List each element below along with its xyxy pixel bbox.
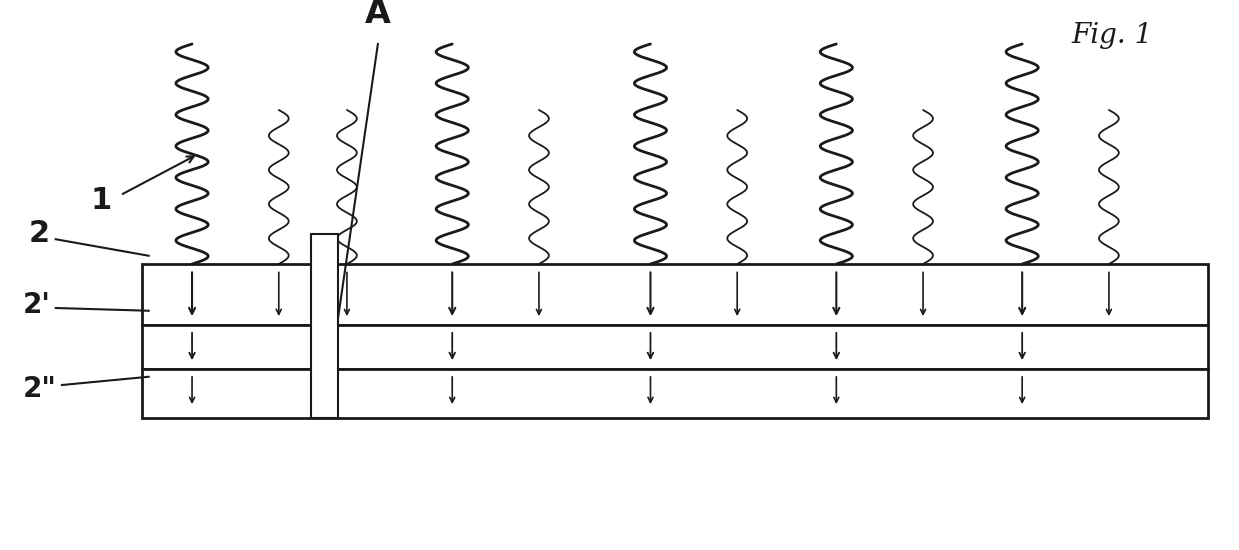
Text: A: A: [366, 0, 390, 30]
Bar: [142, 264, 1208, 324]
Text: 2: 2: [28, 219, 51, 248]
Bar: [311, 234, 338, 418]
Bar: [142, 324, 1208, 369]
Bar: [142, 368, 1208, 418]
Text: 2': 2': [24, 292, 51, 319]
Text: 1: 1: [90, 186, 113, 215]
Text: Fig. 1: Fig. 1: [1070, 22, 1152, 49]
Text: 2": 2": [22, 375, 57, 403]
